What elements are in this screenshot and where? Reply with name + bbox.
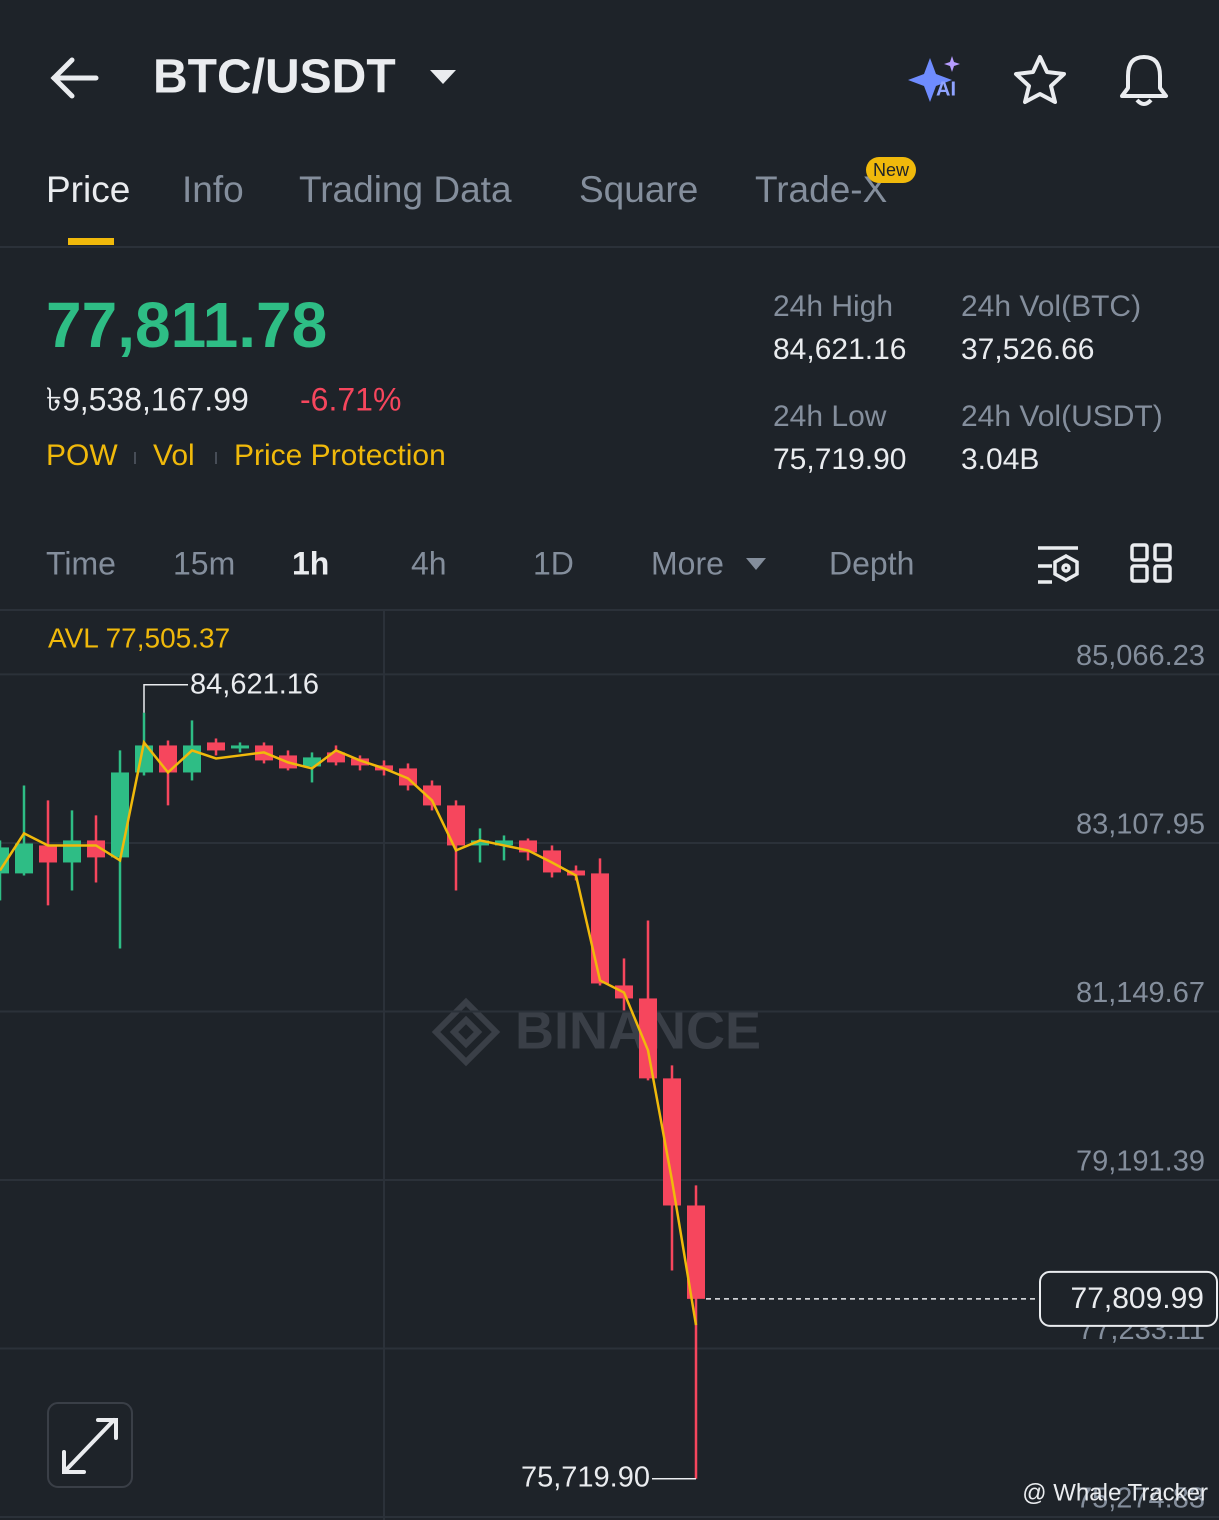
chart-settings-icon[interactable] [1038,546,1079,584]
tab[interactable]: Trading Data [299,169,512,210]
candle-body [519,840,537,853]
interval[interactable]: 4h [411,545,447,581]
fiat-price: ৳9,538,167.99 [46,381,249,417]
ai-icon[interactable]: AI [908,56,960,102]
last-price-box [1039,1270,1218,1327]
favorite-icon[interactable] [1014,55,1066,104]
new-badge-bg [866,157,916,183]
candle-body [111,772,129,858]
high-annotation-line [143,683,188,713]
candle-body [567,870,585,876]
candle-body [639,998,657,1079]
stat-value: 37,526.66 [961,333,1094,366]
y-tick-label: 83,107.95 [1076,809,1205,841]
ai-text: AI [936,78,956,100]
new-badge: New [873,160,910,180]
tab[interactable]: Info [182,169,244,210]
interval[interactable]: Time [46,545,116,581]
stat-label: 24h Low [773,400,887,433]
tag[interactable]: POW [46,439,118,472]
more-caret[interactable] [746,558,766,570]
last-price: 77,811.78 [46,289,327,361]
tag[interactable]: Price Protection [234,439,446,472]
candle-body [0,847,9,874]
y-tick-label: 79,191.39 [1076,1146,1205,1178]
tab[interactable]: Trade-X [755,169,887,210]
candle-body [39,845,57,863]
avl-line [0,739,698,1326]
active-tab-indicator [68,238,114,245]
candle-body [471,840,489,846]
last-price-label: 77,809.99 [1071,1282,1204,1315]
interval[interactable]: More [651,545,724,581]
credit: @ Whale Tracker [1022,1479,1208,1506]
pair-caret[interactable] [430,70,456,84]
stat-label: 24h Vol(USDT) [961,400,1163,433]
candle-body [495,840,513,846]
interval[interactable]: Depth [829,545,914,581]
interval[interactable]: 1D [533,545,574,581]
stat-value: 3.04B [961,443,1039,476]
candle-body [687,1205,705,1299]
tag[interactable]: Vol [153,439,195,472]
candle-body [63,840,81,863]
y-tick-label: 75,274.83 [1076,1483,1205,1515]
price-change: -6.71% [300,381,401,417]
stat-label: 24h High [773,290,893,323]
layout-icon[interactable] [1130,543,1172,583]
tab[interactable]: Square [579,169,698,210]
candle-body [591,873,609,984]
interval[interactable]: 1h [292,545,329,581]
back-button[interactable] [50,57,99,99]
avl-label: AVL 77,505.37 [48,622,230,653]
candle-body [159,745,177,773]
stat-value: 84,621.16 [773,333,906,366]
high-annotation: 84,621.16 [190,668,319,700]
candle-body [327,752,345,763]
fullscreen-button[interactable] [47,1402,133,1488]
candle-body [447,805,465,846]
y-tick-label: 85,066.23 [1076,640,1205,672]
watermark: BINANCE [515,1000,761,1060]
alert-icon[interactable] [1120,55,1168,106]
low-annotation: 75,719.90 [521,1461,650,1493]
candle-body [351,758,369,766]
tab[interactable]: Price [46,169,130,210]
candle-body [663,1078,681,1206]
pair-title[interactable]: BTC/USDT [153,51,396,104]
candle-body [231,745,249,749]
y-tick-label: 81,149.67 [1076,977,1205,1009]
candle-body [207,742,225,751]
candle-body [15,843,33,874]
stat-value: 75,719.90 [773,443,906,476]
stat-label: 24h Vol(BTC) [961,290,1141,323]
candle-body [303,757,321,767]
interval[interactable]: 15m [173,545,235,581]
candle-body [423,785,441,806]
watermark-logo [431,997,501,1067]
